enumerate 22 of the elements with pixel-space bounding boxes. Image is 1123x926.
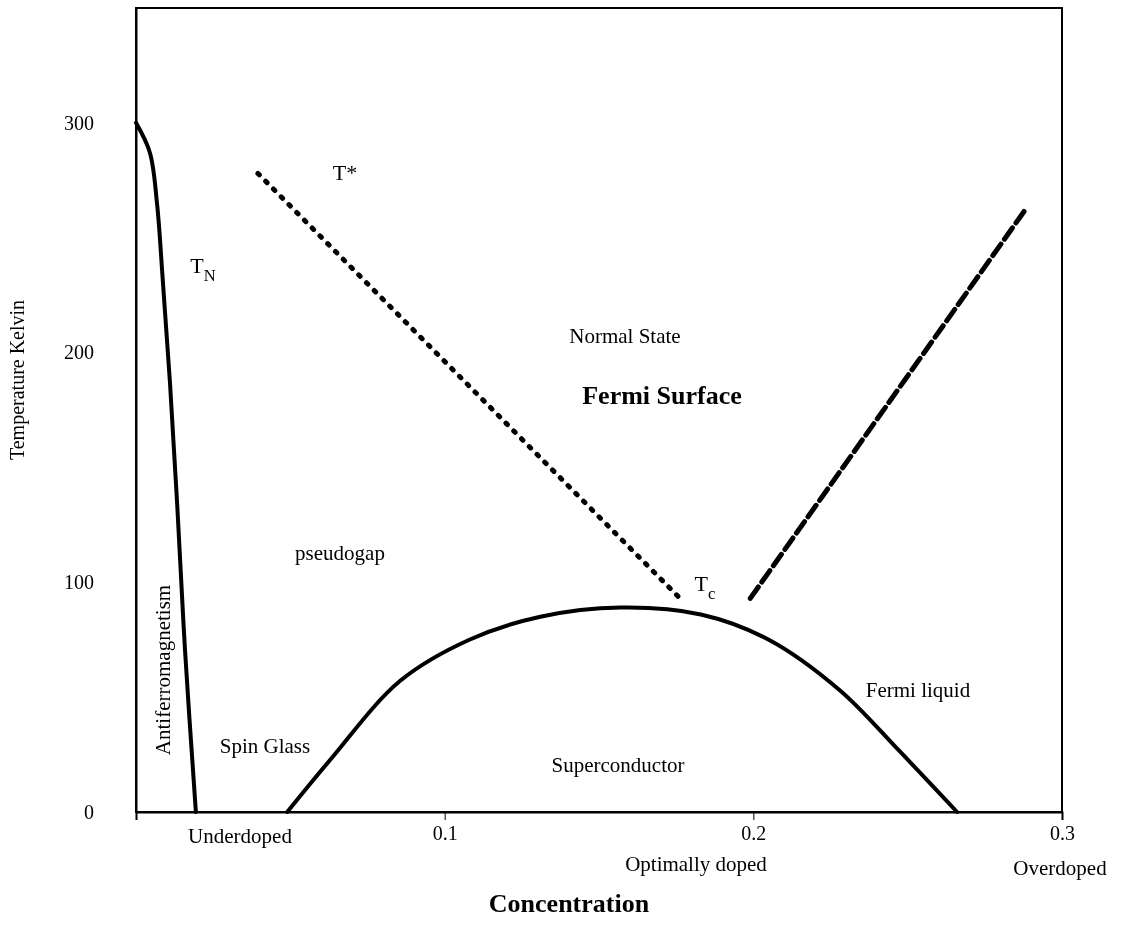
y-tick-label: 0	[84, 800, 94, 823]
x-tick-label: 0.2	[741, 822, 767, 845]
annotation: pseudogap	[295, 540, 385, 565]
x-axis-title: Concentration	[488, 889, 650, 918]
text: Overdoped	[1013, 855, 1108, 880]
y-tick-label: 200	[64, 341, 94, 364]
y-tick-label: 300	[64, 111, 94, 134]
x-tick-label: 0.1	[432, 822, 458, 845]
y-tick-label: 100	[64, 571, 94, 594]
x-tick-label: 0.3	[1050, 822, 1075, 845]
text: Underdoped	[188, 823, 293, 848]
series-label: T$_{N}$	[190, 253, 216, 286]
series-label: T$_{c}$	[694, 571, 716, 604]
annotation: Spin Glass	[219, 733, 311, 758]
y-axis-title: Temperature Kelvin	[6, 299, 29, 461]
annotation: Fermi liquid	[865, 677, 971, 702]
annotation: Superconductor	[551, 752, 685, 777]
text: T*	[332, 160, 358, 186]
text: Optimally doped	[625, 851, 768, 876]
annotation: Normal State	[569, 323, 681, 348]
annotation: Fermi Surface	[582, 380, 742, 410]
annotation: Antiferromagnetism	[150, 584, 175, 756]
